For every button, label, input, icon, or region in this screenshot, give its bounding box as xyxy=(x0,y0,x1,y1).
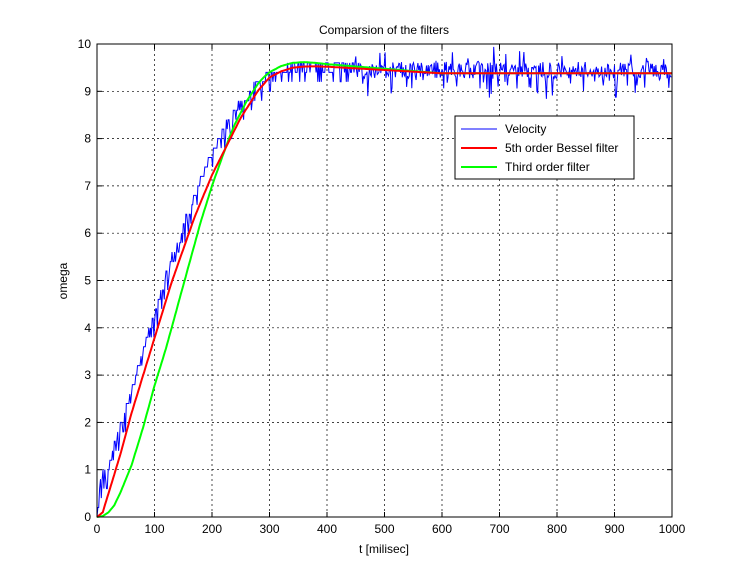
y-tick-label: 7 xyxy=(84,179,91,193)
series-line-5th-order-bessel-filter xyxy=(96,65,672,518)
x-axis-label: t [milisec] xyxy=(359,542,409,556)
y-axis-ticks: 0 1 2 3 4 5 6 7 8 9 10 xyxy=(78,37,672,524)
x-tick-label: 700 xyxy=(489,522,509,536)
x-tick-label: 900 xyxy=(604,522,624,536)
chart-title: Comparsion of the filters xyxy=(319,23,449,37)
legend: Velocity 5th order Bessel filter Third ord… xyxy=(454,115,635,180)
y-tick-label: 5 xyxy=(84,274,91,288)
x-axis-ticks: 0 100 200 300 400 500 600 700 800 900 1000 xyxy=(94,44,686,536)
series-line-velocity xyxy=(96,46,672,518)
y-tick-label: 0 xyxy=(84,510,91,524)
x-tick-label: 200 xyxy=(202,522,222,536)
x-tick-label: 800 xyxy=(547,522,567,536)
legend-entry-label: Velocity xyxy=(505,122,546,136)
x-tick-label: 500 xyxy=(374,522,394,536)
y-tick-label: 4 xyxy=(84,321,91,335)
y-tick-label: 6 xyxy=(84,226,91,240)
y-tick-label: 10 xyxy=(78,37,92,51)
series-layer xyxy=(96,46,672,518)
x-tick-label: 400 xyxy=(317,522,337,536)
y-tick-label: 3 xyxy=(84,368,91,382)
legend-entry-label: Third order filter xyxy=(505,160,590,174)
legend-entry-label: 5th order Bessel filter xyxy=(505,141,618,155)
y-tick-label: 1 xyxy=(84,463,91,477)
y-axis-label: omega xyxy=(56,262,70,299)
x-tick-label: 300 xyxy=(259,522,279,536)
x-tick-label: 100 xyxy=(144,522,164,536)
y-tick-label: 2 xyxy=(84,415,91,429)
grid-lines xyxy=(96,43,673,518)
y-tick-label: 9 xyxy=(84,84,91,98)
y-tick-label: 8 xyxy=(84,132,91,146)
x-tick-label: 0 xyxy=(94,522,101,536)
x-tick-label: 600 xyxy=(432,522,452,536)
x-tick-label: 1000 xyxy=(659,522,686,536)
